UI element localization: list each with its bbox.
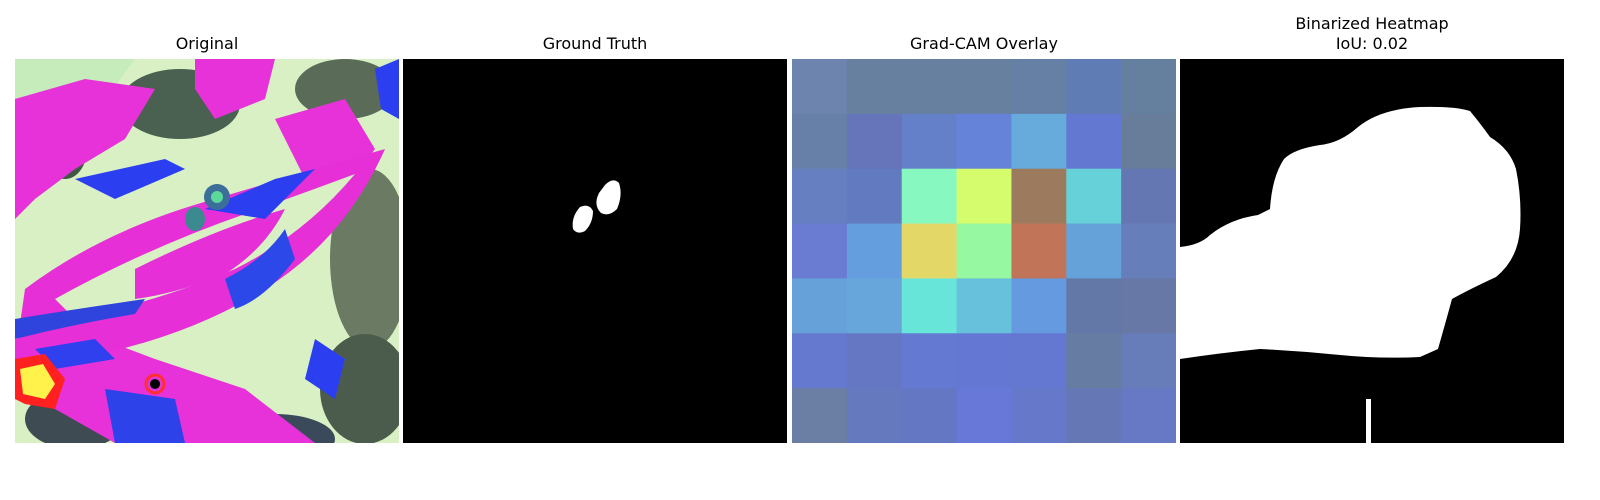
panel-title-original: Original	[175, 34, 239, 53]
gradcam-cell-1-6	[1121, 113, 1176, 170]
gradcam-cell-0-5	[1066, 59, 1122, 115]
gradcam-cell-2-1	[846, 168, 903, 225]
gradcam-cell-0-2	[901, 59, 958, 115]
ground-truth-mask	[403, 59, 787, 443]
gradcam-cell-5-1	[846, 333, 903, 389]
panel-subtitle-iou: IoU: 0.02	[1335, 34, 1409, 53]
gradcam-cell-0-6	[1121, 59, 1176, 115]
gradcam-cell-2-4	[1011, 168, 1067, 225]
gradcam-cell-2-6	[1121, 168, 1176, 225]
gradcam-cell-1-5	[1066, 113, 1122, 170]
mask-blob-1	[596, 180, 621, 215]
gradcam-cell-3-3	[956, 223, 1012, 279]
gradcam-cell-1-4	[1011, 113, 1067, 170]
gradcam-cell-6-3	[956, 388, 1012, 443]
panel-title-gradcam-overlay: Grad-CAM Overlay	[910, 34, 1058, 53]
gradcam-cell-6-1	[846, 388, 903, 443]
gradcam-cell-1-1	[846, 113, 903, 170]
gradcam-cell-2-3	[956, 168, 1012, 225]
gradcam-cell-1-3	[956, 113, 1012, 170]
gradcam-cell-0-1	[846, 59, 903, 115]
gradcam-cell-5-5	[1066, 333, 1122, 389]
gradcam-cell-2-5	[1066, 168, 1122, 225]
gradcam-cell-3-6	[1121, 223, 1176, 279]
gradcam-cell-5-2	[901, 333, 958, 389]
binarized-sliver	[1366, 399, 1371, 443]
gradcam-cell-3-5	[1066, 223, 1122, 279]
gradcam-cell-0-4	[1011, 59, 1067, 115]
binarized-heatmap-graphic	[1180, 59, 1564, 443]
panel-gradcam-overlay: Grad-CAM Overlay	[792, 0, 1176, 500]
panel-title-binarized-heatmap: Binarized Heatmap	[1295, 14, 1449, 33]
gradcam-cell-4-0	[792, 278, 848, 334]
gradcam-cell-6-0	[792, 388, 848, 443]
mask-blob-2	[572, 205, 593, 233]
gradcam-cell-5-4	[1011, 333, 1067, 389]
panel-title-ground-truth: Ground Truth	[542, 34, 648, 53]
binarized-region	[1180, 106, 1521, 359]
gradcam-heatmap-grid	[792, 59, 1176, 443]
gradcam-cell-0-3	[956, 59, 1012, 115]
gradcam-cell-5-0	[792, 333, 848, 389]
gradcam-cell-4-4	[1011, 278, 1067, 334]
gradcam-cell-3-1	[846, 223, 903, 279]
gradcam-cell-2-0	[792, 168, 848, 225]
gradcam-cell-1-0	[792, 113, 848, 170]
gradcam-cell-3-4	[1011, 223, 1067, 279]
gradcam-cell-5-6	[1121, 333, 1176, 389]
ground-truth-mask-graphic	[403, 59, 787, 443]
gradcam-cell-0-0	[792, 59, 848, 115]
gradcam-cell-4-3	[956, 278, 1012, 334]
gradcam-overlay-image	[792, 59, 1176, 443]
gradcam-cell-6-4	[1011, 388, 1067, 443]
gradcam-cell-4-6	[1121, 278, 1176, 334]
gradcam-cell-2-2	[901, 168, 958, 225]
gradcam-cell-4-1	[846, 278, 903, 334]
gradcam-cell-6-5	[1066, 388, 1122, 443]
original-image-graphic	[15, 59, 399, 443]
original-image	[15, 59, 399, 443]
binarized-heatmap-image	[1180, 59, 1564, 443]
gradcam-cell-4-5	[1066, 278, 1122, 334]
gradcam-cell-3-0	[792, 223, 848, 279]
gradcam-cell-5-3	[956, 333, 1012, 389]
gradcam-cell-6-2	[901, 388, 958, 443]
panel-binarized-heatmap: Binarized Heatmap IoU: 0.02	[1180, 0, 1564, 500]
gradcam-cell-6-6	[1121, 388, 1176, 443]
gradcam-cell-3-2	[901, 223, 958, 279]
gradcam-cell-4-2	[901, 278, 958, 334]
panel-ground-truth: Ground Truth	[403, 0, 787, 500]
gradcam-cell-1-2	[901, 113, 958, 170]
panel-original: Original	[15, 0, 399, 500]
